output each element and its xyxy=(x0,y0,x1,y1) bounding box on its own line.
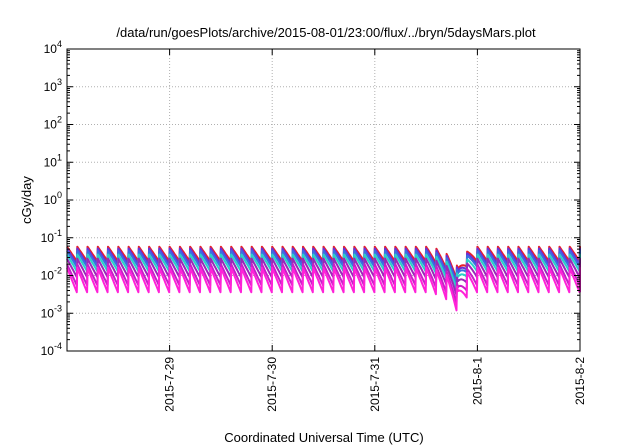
y-tick-label: 104 xyxy=(44,39,62,56)
x-tick-label: 2015-7-30 xyxy=(265,357,279,412)
y-tick-label: 10-2 xyxy=(41,266,62,283)
y-tick-label: 102 xyxy=(44,115,62,132)
y-tick-label: 10-3 xyxy=(41,303,62,320)
grid xyxy=(67,49,580,351)
x-axis-ticks: 2015-7-29 2015-7-30 2015-7-31 2015-8-1 2015-… xyxy=(163,49,587,412)
chart-title: /data/run/goesPlots/archive/2015-08-01/2… xyxy=(116,25,536,40)
series-line xyxy=(66,257,581,297)
y-axis-label: cGy/day xyxy=(19,176,34,224)
series-group xyxy=(66,245,581,312)
series-line xyxy=(66,266,581,312)
y-tick-label: 10-4 xyxy=(41,341,62,358)
series-line xyxy=(66,263,581,305)
x-tick-label: 2015-8-2 xyxy=(573,357,587,405)
x-axis-label: Coordinated Universal Time (UTC) xyxy=(224,430,423,445)
x-tick-label: 2015-7-29 xyxy=(163,357,177,412)
series-line xyxy=(66,247,581,284)
y-tick-label: 103 xyxy=(44,77,62,94)
series-line xyxy=(66,245,581,281)
x-tick-label: 2015-8-1 xyxy=(470,357,484,405)
x-tick-label: 2015-7-31 xyxy=(368,357,382,412)
y-axis-ticks: 10-4 10-3 10-2 10-1 100 101 102 103 104 xyxy=(41,39,580,358)
y-tick-label: 101 xyxy=(44,152,62,169)
series-line xyxy=(66,249,581,286)
y-tick-label: 100 xyxy=(44,190,62,207)
y-tick-label: 10-1 xyxy=(41,228,62,245)
series-line xyxy=(66,253,581,291)
plot-frame xyxy=(66,48,581,352)
